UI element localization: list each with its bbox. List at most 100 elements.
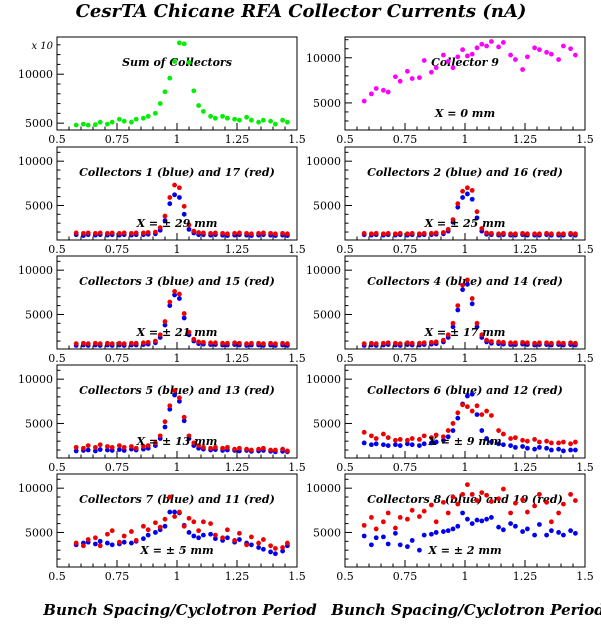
- panel-subtitle: X = ± 25 mm: [424, 217, 506, 230]
- data-point-red: [393, 437, 398, 443]
- data-point-red: [385, 230, 391, 236]
- data-point-red: [520, 339, 525, 345]
- data-point-red: [220, 535, 226, 541]
- data-point-blue: [393, 442, 398, 448]
- data-point-red: [141, 340, 146, 346]
- data-point-red: [172, 388, 178, 394]
- data-point-red: [133, 230, 139, 236]
- x-tick-label: 1.5: [288, 352, 306, 365]
- x-tick-label: 0.5: [48, 570, 66, 583]
- data-point-blue: [474, 412, 480, 417]
- data-point-red: [421, 340, 427, 346]
- data-point-red: [445, 428, 451, 433]
- data-point-red: [225, 527, 230, 533]
- x-tick-label: 0.75: [105, 133, 130, 146]
- panel-title: Sum of Collectors: [122, 56, 232, 69]
- data-point-red: [361, 522, 367, 528]
- data-point-blue: [177, 296, 182, 301]
- data-point-red: [105, 340, 110, 346]
- data-point-blue: [381, 442, 386, 448]
- data-point-red: [409, 230, 415, 236]
- y-tick-label: 5000: [313, 97, 341, 110]
- data-point-red: [220, 445, 226, 451]
- panel-title: Collectors 5 (blue) and 13 (red): [79, 384, 275, 397]
- data-point-red: [549, 440, 554, 446]
- data-point-green: [273, 121, 278, 127]
- data-point-blue: [568, 528, 573, 534]
- chart-panel-5: 0.5 0.75 1 1.25 1.5 5000 10000 Collectors 3 (bl…: [18, 255, 306, 365]
- data-point-red: [508, 510, 513, 516]
- data-point-blue: [129, 540, 134, 546]
- data-point-red: [157, 225, 163, 231]
- data-point-red: [162, 319, 168, 324]
- data-point-magenta: [397, 78, 403, 84]
- data-point-green: [232, 116, 238, 122]
- data-point-green: [285, 119, 290, 125]
- data-point-blue: [208, 531, 214, 537]
- x-tick-label: 1.25: [513, 133, 538, 146]
- data-point-red: [196, 443, 202, 448]
- data-point-red: [474, 209, 480, 215]
- data-point-red: [573, 498, 578, 503]
- data-point-blue: [465, 393, 470, 399]
- data-point-magenta: [556, 57, 561, 62]
- data-point-red: [469, 188, 475, 193]
- data-point-red: [450, 320, 456, 326]
- panel-title: Collectors 2 (blue) and 16 (red): [367, 166, 563, 179]
- y-tick-label: 10000: [306, 264, 341, 277]
- data-point-red: [405, 340, 410, 346]
- data-point-red: [232, 230, 238, 236]
- data-point-red: [385, 510, 391, 516]
- x-tick-label: 1.5: [576, 133, 594, 146]
- data-point-red: [417, 231, 422, 237]
- data-point-green: [244, 114, 250, 120]
- data-point-blue: [455, 415, 461, 421]
- data-point-blue: [561, 532, 566, 538]
- data-point-red: [181, 414, 187, 420]
- data-point-blue: [181, 418, 187, 424]
- y-tick-label: 10000: [18, 482, 53, 495]
- data-point-magenta: [433, 65, 439, 71]
- data-point-red: [153, 440, 158, 446]
- data-point-blue: [469, 301, 475, 307]
- data-point-magenta: [489, 39, 494, 44]
- data-point-red: [525, 438, 530, 444]
- data-point-blue: [417, 443, 422, 448]
- data-point-red: [373, 526, 379, 532]
- x-tick-label: 0.5: [336, 243, 354, 256]
- chart-panel-4: 0.5 0.75 1 1.25 1.5 5000 10000 Collectors 2 (bl…: [306, 146, 594, 256]
- data-point-red: [381, 431, 386, 437]
- data-point-blue: [249, 542, 254, 548]
- data-point-blue: [397, 443, 403, 448]
- data-point-red: [489, 499, 494, 504]
- data-point-red: [484, 230, 489, 236]
- data-point-red: [232, 538, 238, 543]
- data-point-red: [469, 408, 475, 414]
- data-point-blue: [429, 531, 434, 537]
- data-point-red: [561, 501, 566, 507]
- data-point-blue: [162, 322, 168, 328]
- data-point-red: [433, 230, 439, 236]
- y-tick-label: 5000: [313, 417, 341, 430]
- data-point-blue: [549, 447, 554, 453]
- data-point-red: [105, 444, 110, 449]
- data-point-blue: [105, 447, 110, 453]
- data-point-magenta: [484, 43, 489, 49]
- data-point-red: [181, 203, 187, 209]
- data-point-blue: [417, 547, 422, 553]
- data-point-red: [381, 231, 386, 237]
- data-point-red: [162, 516, 168, 522]
- data-point-red: [181, 523, 187, 529]
- data-point-red: [465, 482, 470, 488]
- data-point-red: [213, 444, 218, 450]
- data-point-green: [145, 113, 151, 119]
- data-point-red: [520, 437, 525, 443]
- data-point-red: [280, 230, 285, 236]
- data-point-red: [261, 445, 266, 451]
- data-point-blue: [167, 201, 173, 207]
- data-point-red: [232, 446, 238, 452]
- data-point-red: [373, 341, 379, 347]
- panel-subtitle: X = ± 9 mm: [427, 435, 501, 448]
- data-point-red: [525, 509, 530, 515]
- data-point-red: [117, 539, 122, 545]
